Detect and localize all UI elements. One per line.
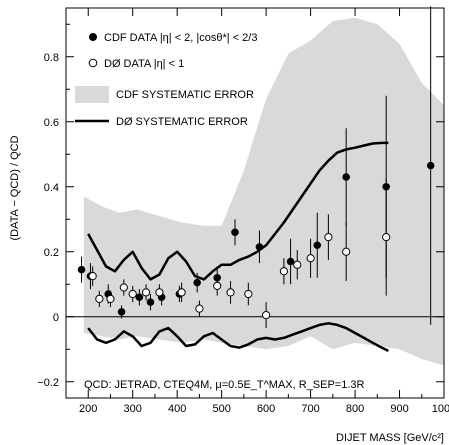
d0-systematic-lower-curve [87, 322, 389, 353]
legend-cdf-label: CDF DATA |η| < 2, |cosθ*| < 2/3 [104, 32, 257, 44]
y-tick-label: 0.8 [44, 52, 59, 64]
cdf-data-point [382, 182, 390, 191]
x-tick-label: 200 [79, 403, 97, 415]
cdf-data-point [342, 173, 350, 181]
cdf-data-point [117, 308, 126, 316]
d0-data-point [195, 304, 204, 313]
d0-data-point [306, 254, 315, 263]
x-tick-label: 1000 [432, 403, 449, 415]
d0-data-point [106, 294, 115, 303]
cdf-data-point [231, 228, 239, 237]
legend-d0-sys-label: DØ SYSTEMATIC ERROR [116, 116, 248, 128]
x-tick-label: 400 [168, 403, 186, 415]
d0-data-point [279, 267, 289, 276]
cdf-data-point [313, 241, 322, 250]
plot-frame [65, 7, 445, 399]
x-tick-label: 900 [390, 403, 408, 415]
d0-data-point [213, 281, 222, 290]
cdf-data-point [146, 298, 155, 306]
cdf-data-point [77, 265, 86, 274]
cdf-data-point [286, 257, 295, 266]
y-tick-label: −0.2 [37, 377, 59, 389]
tick-layer: 200 300 400 500 600 700 800 900 1000 −0.2 0 0.2 0.4 0… [37, 8, 449, 415]
legend-cdf-marker [89, 33, 97, 41]
y-tick-label: 0.6 [44, 117, 59, 129]
legend-cdf-sys-swatch [75, 86, 109, 103]
legend: CDF DATA |η| < 2, |cosθ*| < 2/3 DØ DATA … [75, 32, 257, 128]
y-tick-label: 0.4 [44, 182, 59, 194]
y-axis-title: (DATA − QCD) / QCD [9, 135, 21, 240]
d0-systematic-layer [87, 141, 389, 353]
cdf-data-point [193, 278, 201, 287]
d0-data-point [324, 233, 333, 242]
cdf-data-point [135, 293, 144, 302]
d0-data-point [141, 288, 151, 297]
legend-d0-marker [88, 58, 98, 68]
d0-data-point [155, 288, 164, 297]
d0-data-point [244, 289, 253, 299]
x-tick-label: 800 [346, 403, 364, 415]
d0-data-point [226, 288, 235, 297]
data-point-layer [77, 161, 435, 320]
qcd-annotation: QCD: JETRAD, CTEQ4M, μ=0.5E_T^MAX, R_SEP… [84, 379, 365, 391]
x-tick-label: 500 [212, 403, 230, 415]
d0-data-point [177, 288, 186, 297]
cdf-data-point [213, 273, 221, 282]
x-tick-label: 700 [301, 403, 319, 415]
d0-data-point [119, 283, 128, 292]
x-tick-label: 600 [257, 403, 275, 415]
legend-d0-label: DØ DATA |η| < 1 [104, 58, 184, 70]
d0-data-point [95, 294, 104, 303]
d0-systematic-upper-curve [87, 141, 389, 281]
d0-data-point [88, 272, 97, 281]
d0-data-point [342, 247, 351, 256]
cdf-data-point [255, 243, 264, 251]
d0-data-point [293, 260, 302, 269]
cdf-systematic-band [83, 17, 444, 366]
cdf-data-point [426, 161, 435, 170]
d0-data-point [382, 233, 391, 242]
y-tick-label: 0 [53, 312, 59, 324]
cdf-systematic-band-layer [83, 17, 444, 366]
d0-data-point [128, 289, 137, 299]
y-tick-label: 0.2 [44, 247, 59, 259]
x-axis-title: DIJET MASS [GeV/c²] [336, 432, 444, 444]
d0-data-point [262, 311, 271, 320]
x-tick-label: 300 [124, 403, 142, 415]
legend-cdf-sys-label: CDF SYSTEMATIC ERROR [116, 89, 254, 101]
